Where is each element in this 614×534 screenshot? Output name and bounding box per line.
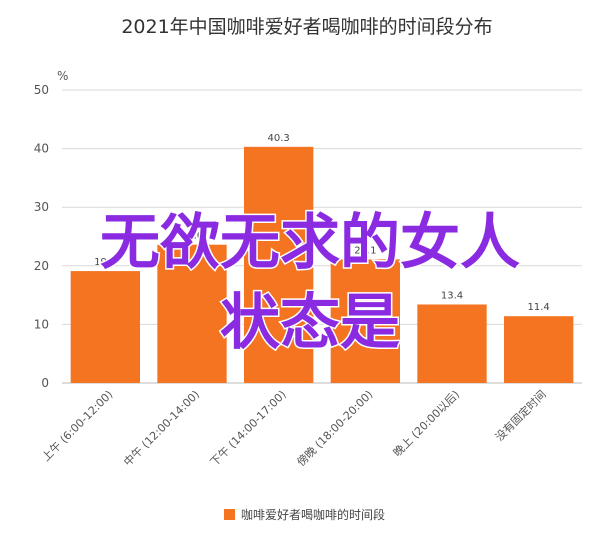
x-tick-label: 晚上 (20:00以后)	[391, 388, 462, 459]
y-tick-label: 30	[34, 200, 49, 214]
legend-label: 咖啡爱好者喝咖啡的时间段	[241, 507, 385, 522]
y-tick-label: 50	[34, 83, 49, 97]
watermark-line-2: 状态是	[220, 288, 400, 358]
y-tick-label: 10	[34, 317, 49, 331]
x-tick-label: 下午 (14:00-17:00)	[208, 388, 289, 469]
legend-swatch	[224, 509, 235, 520]
data-label: 40.3	[268, 133, 290, 144]
x-tick-label: 没有固定时间	[492, 387, 549, 444]
data-label: 19.1	[94, 257, 116, 268]
data-label: 23.6	[181, 231, 203, 242]
y-axis-unit: %	[57, 69, 68, 83]
bar	[504, 316, 574, 383]
bar	[330, 259, 400, 383]
data-label: 13.4	[441, 290, 463, 301]
data-labels: 19.1 23.6 40.3 21.1 13.4 11.4	[94, 133, 550, 313]
x-tick-label: 傍晚 (18:00-20:00)	[294, 387, 376, 469]
bars	[70, 146, 574, 383]
y-axis: 0 10 20 30 40 50	[34, 83, 49, 390]
x-tick-label: 中午 (12:00-14:00)	[121, 388, 202, 469]
bar	[244, 146, 314, 383]
x-tick-label: 上午 (6:00-12:00)	[39, 388, 115, 464]
bar	[70, 271, 140, 383]
x-axis: 上午 (6:00-12:00) 中午 (12:00-14:00) 下午 (14:00…	[39, 387, 548, 469]
bar	[157, 244, 227, 383]
bar	[417, 304, 487, 383]
y-tick-label: 0	[41, 376, 49, 390]
legend: 咖啡爱好者喝咖啡的时间段	[224, 507, 385, 522]
data-label: 21.1	[354, 245, 376, 256]
watermark-line-1: 无欲无求的女人	[100, 208, 520, 278]
watermark-overlay: 无欲无求的女人 状态是	[99, 207, 522, 360]
y-tick-label: 20	[34, 259, 49, 273]
chart-title: 2021年中国咖啡爱好者喝咖啡的时间段分布	[121, 16, 492, 38]
grid-layer	[62, 89, 582, 384]
y-tick-label: 40	[34, 142, 49, 156]
data-label: 11.4	[528, 302, 550, 313]
